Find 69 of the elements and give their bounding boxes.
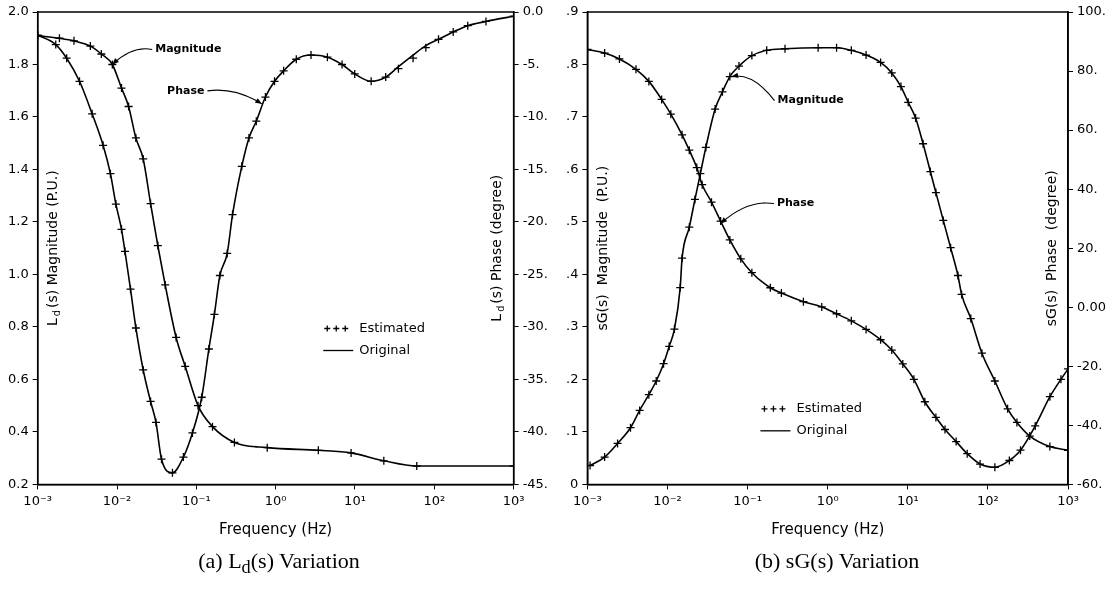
y2-tick-label: 0.0 <box>522 3 544 19</box>
y-tick-label: 0.6 <box>7 370 29 386</box>
y2-tick-label: -15. <box>522 160 549 176</box>
annotation: Phase <box>167 83 205 97</box>
y-tick-label: 0.4 <box>7 423 29 439</box>
y-tick-label: .5 <box>566 213 579 229</box>
y-tick-label: .7 <box>566 108 579 124</box>
x-tick-label: 10³ <box>502 492 525 508</box>
y-tick-label: .6 <box>566 160 579 176</box>
y2-tick-label: -30. <box>522 318 549 334</box>
y2-tick-label: 40. <box>1077 180 1098 196</box>
y2-axis-title: sG(s) Phase (degree) <box>1042 170 1059 327</box>
y-tick-label: .1 <box>566 423 579 439</box>
annotation: Magnitude <box>777 93 844 107</box>
text: (a) L$_{d}$(s) Variation <box>197 548 361 579</box>
x-tick-label: 10⁻¹ <box>733 492 762 508</box>
y2-tick-label: -40. <box>1077 416 1103 432</box>
y2-tick-label: -45. <box>522 475 549 491</box>
legend-label: Estimated <box>796 400 863 416</box>
y-axis-title: sG(s) Magnitude (P.U.) <box>594 165 611 331</box>
x-tick-label: 10¹ <box>896 492 919 508</box>
y-tick-label: 2.0 <box>7 3 29 19</box>
x-tick-label: 10⁻¹ <box>182 492 211 508</box>
y-axis-title: Ld(s) Magnitude (P.U.) <box>44 170 63 327</box>
annotation: Phase <box>776 196 815 210</box>
x-tick-label: 10² <box>977 492 999 508</box>
text: (b) sG(s) Variation <box>753 548 921 574</box>
y-tick-label: .3 <box>566 318 579 334</box>
y-tick-label: .2 <box>566 370 579 386</box>
y-tick-label: .4 <box>566 265 579 281</box>
y2-axis-title: Ld(s) Phase (degree) <box>488 174 507 322</box>
y2-tick-label: 80. <box>1077 62 1098 78</box>
y2-tick-label: -20. <box>1077 357 1103 373</box>
x-axis-title: Frequency (Hz) <box>219 519 333 538</box>
y-tick-label: 1.8 <box>7 55 29 71</box>
y-tick-label: 1.4 <box>7 160 29 176</box>
x-tick-label: 10⁻³ <box>23 492 52 508</box>
y2-tick-label: -40. <box>522 423 549 439</box>
y2-tick-label: 0.00 <box>1077 298 1107 314</box>
y2-tick-label: -5. <box>522 55 540 71</box>
y2-tick-label: -25. <box>522 265 549 281</box>
x-tick-label: 10³ <box>1057 492 1079 508</box>
legend-label: Original <box>359 341 411 357</box>
y2-tick-label: -35. <box>522 370 549 386</box>
legend-label: Original <box>796 422 848 438</box>
y2-tick-label: -10. <box>522 108 549 124</box>
x-axis-title: Frequency (Hz) <box>771 519 885 538</box>
annotation: Magnitude <box>155 42 222 56</box>
legend-label: Estimated <box>359 319 425 335</box>
x-tick-label: 10⁰ <box>816 492 839 508</box>
y2-tick-label: 20. <box>1077 239 1098 255</box>
y2-tick-label: 100. <box>1077 3 1107 19</box>
y-tick-label: 0 <box>570 475 579 491</box>
x-tick-label: 10⁰ <box>264 492 287 508</box>
y-tick-label: .8 <box>566 55 579 71</box>
y-tick-label: .9 <box>566 3 579 19</box>
y-tick-label: 1.2 <box>7 213 29 229</box>
x-tick-label: 10¹ <box>344 492 366 508</box>
y-tick-label: 0.8 <box>7 318 29 334</box>
x-tick-label: 10⁻³ <box>573 492 602 508</box>
x-tick-label: 10⁻² <box>653 492 682 508</box>
y-tick-label: 0.2 <box>7 475 29 491</box>
x-tick-label: 10² <box>423 492 446 508</box>
y2-tick-label: 60. <box>1077 121 1098 137</box>
y-tick-label: 1.6 <box>7 108 29 124</box>
y2-tick-label: -60. <box>1077 475 1103 491</box>
x-tick-label: 10⁻² <box>102 492 132 508</box>
y2-tick-label: -20. <box>522 213 549 229</box>
y-tick-label: 1.0 <box>7 265 29 281</box>
